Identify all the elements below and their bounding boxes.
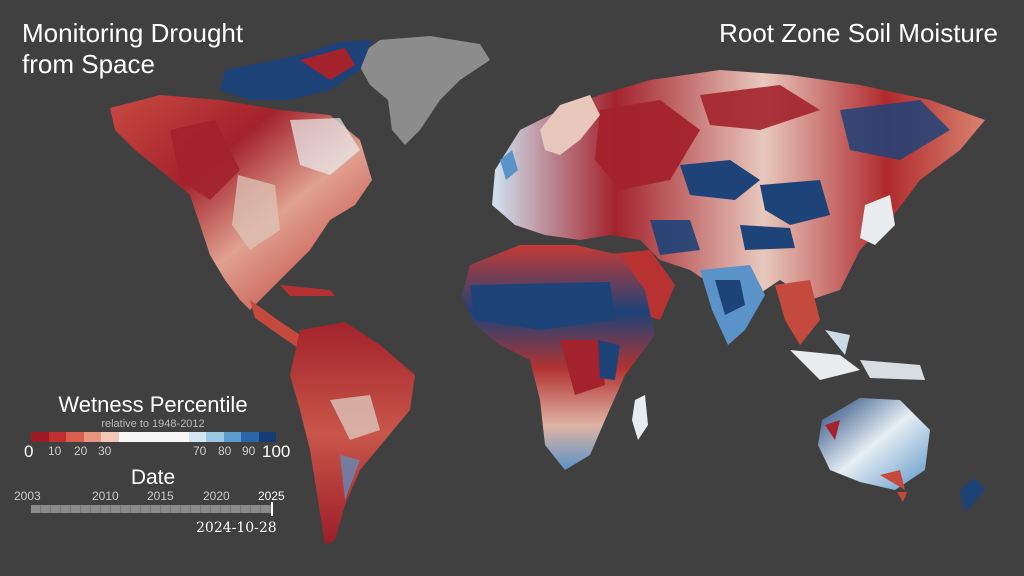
legend-swatch [66,432,84,442]
africa [462,245,655,470]
greenland [355,36,490,145]
current-date: 2024-10-28 [196,520,277,536]
scandinavia [540,95,600,155]
legend-title: Wetness Percentile [58,392,248,417]
legend-min-label: 0 [24,442,34,461]
legend-swatch [101,432,119,442]
timeline-bar[interactable] [31,505,273,513]
australia [818,398,930,490]
timeline-marker[interactable] [271,502,273,516]
year-label-2020: 2020 [203,489,230,503]
year-label-2003: 2003 [14,489,41,503]
year-label-2010: 2010 [92,489,119,503]
legend-swatch [206,432,224,442]
legend-swatch [153,432,171,442]
madagascar [632,395,648,440]
legend-swatch [188,432,206,442]
legend-swatch [171,432,189,442]
legend-swatch [241,432,259,442]
legend-swatch [136,432,154,442]
legend-swatch [258,432,276,442]
title-line-2: from Space [22,49,155,79]
legend-swatch [48,432,66,442]
legend-swatch [223,432,241,442]
uk [500,150,518,180]
legend-swatch [31,432,49,442]
central-america [250,300,310,348]
legend-swatch [83,432,101,442]
year-label-2025: 2025 [258,489,285,503]
variable-title: Root Zone Soil Moisture [719,18,998,48]
title-line-1: Monitoring Drought [22,18,244,48]
legend-subtitle: relative to 1948-2012 [101,418,205,430]
legend-tick-70: 70 [193,444,207,458]
japan [860,195,895,245]
legend-max-label: 100 [262,442,291,461]
legend-tick-10: 10 [48,444,62,458]
legend-tick-90: 90 [242,444,256,458]
timeline-progress [31,505,271,513]
new-zealand [960,478,985,512]
map-title: Monitoring Drought from Space [22,18,322,80]
year-label-2015: 2015 [147,489,174,503]
legend-tick-30: 30 [98,444,112,458]
date-title: Date [130,466,176,489]
southeast-asia [775,280,820,345]
legend-color-bar [31,432,276,442]
legend-tick-20: 20 [74,444,88,458]
legend-swatch [118,432,136,442]
legend-tick-80: 80 [218,444,232,458]
